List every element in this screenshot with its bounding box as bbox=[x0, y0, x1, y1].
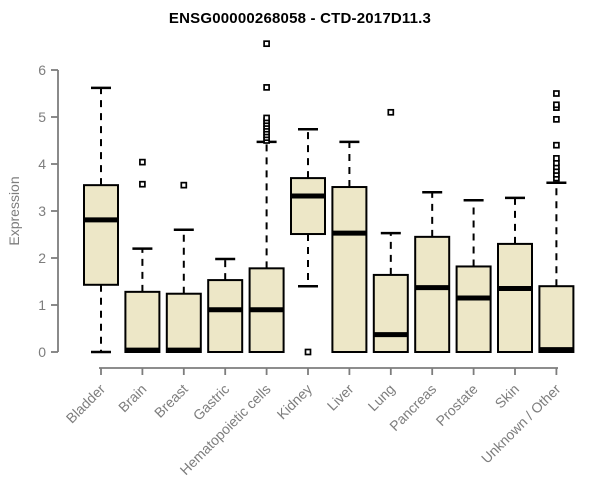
outlier-point bbox=[304, 348, 312, 356]
outlier-point bbox=[387, 108, 395, 116]
iqr-box bbox=[497, 242, 533, 353]
y-tick-label: 3 bbox=[38, 203, 46, 219]
boxplot-brain bbox=[124, 158, 161, 353]
iqr-box bbox=[331, 186, 368, 353]
boxplot-lung bbox=[372, 108, 409, 354]
iqr-box bbox=[124, 290, 161, 353]
iqr-box bbox=[538, 285, 575, 354]
boxplot-prostate bbox=[455, 198, 492, 353]
x-category-label: Skin bbox=[492, 381, 523, 412]
y-tick-label: 5 bbox=[38, 109, 46, 125]
outlier-point bbox=[553, 101, 560, 109]
x-category-label: Breast bbox=[151, 381, 191, 421]
outlier-point bbox=[263, 114, 270, 122]
outlier-point bbox=[139, 180, 146, 188]
x-category-label: Kidney bbox=[274, 381, 316, 423]
iqr-box bbox=[290, 177, 326, 236]
iqr-box bbox=[207, 279, 244, 353]
outlier-point bbox=[139, 158, 146, 166]
boxplot-pancreas bbox=[414, 190, 451, 354]
outlier-point bbox=[553, 141, 560, 149]
boxplot-unknown-other bbox=[538, 90, 575, 354]
y-tick-label: 6 bbox=[38, 62, 46, 78]
outlier-point bbox=[553, 155, 560, 162]
iqr-box bbox=[372, 273, 409, 354]
y-tick-label: 1 bbox=[38, 297, 46, 313]
outlier-point bbox=[263, 84, 270, 91]
chart-title: ENSG00000268058 - CTD-2017D11.3 bbox=[168, 10, 432, 27]
y-tick-label: 4 bbox=[38, 156, 46, 172]
boxplot-bladder bbox=[83, 86, 119, 354]
iqr-box bbox=[455, 265, 492, 353]
outlier-point bbox=[553, 115, 560, 123]
x-category-label: Liver bbox=[324, 381, 357, 414]
boxplot-kidney bbox=[290, 127, 326, 356]
x-category-label: Lung bbox=[365, 381, 398, 414]
x-category-label: Unknown / Other bbox=[478, 381, 564, 467]
boxplot-skin bbox=[497, 196, 533, 353]
boxplot-liver bbox=[331, 140, 368, 353]
iqr-box bbox=[83, 184, 119, 286]
outlier-point bbox=[180, 181, 188, 189]
boxplot-gastric bbox=[207, 257, 244, 353]
y-tick-label: 0 bbox=[38, 344, 46, 360]
outlier-point bbox=[263, 40, 270, 48]
boxplot-breast bbox=[165, 181, 202, 353]
boxplot-hematopoietic-cells bbox=[248, 40, 285, 353]
iqr-box bbox=[165, 292, 202, 353]
x-category-label: Prostate bbox=[433, 381, 481, 429]
x-category-label: Brain bbox=[115, 381, 149, 415]
outlier-point bbox=[553, 90, 560, 97]
x-category-label: Bladder bbox=[63, 381, 109, 427]
iqr-box bbox=[414, 235, 451, 354]
y-tick-label: 2 bbox=[38, 250, 46, 266]
